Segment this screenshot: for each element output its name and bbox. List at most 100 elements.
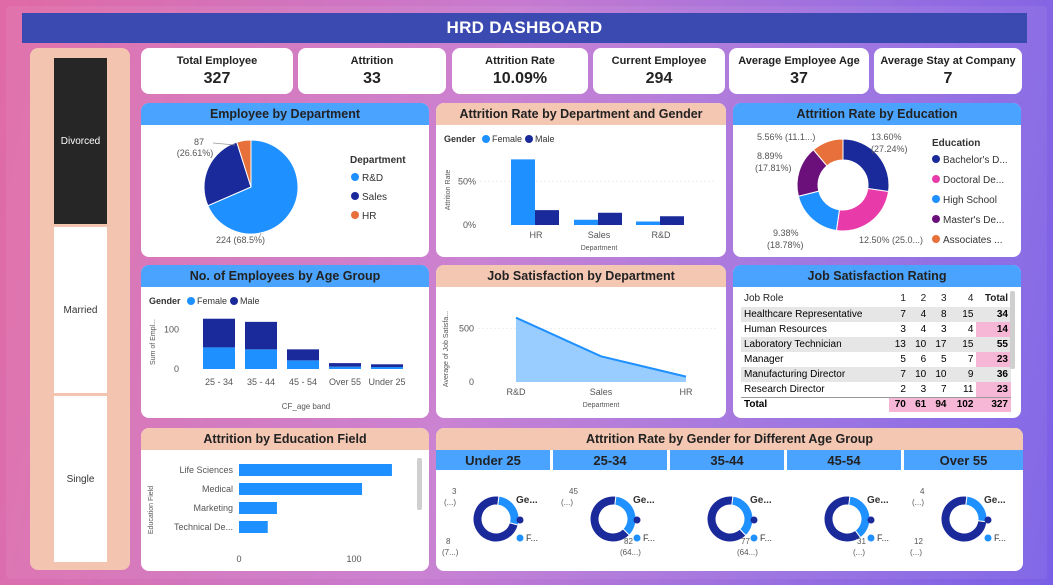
legend-title: Gender	[149, 296, 181, 306]
age-tab-35-44[interactable]: 35-44	[670, 450, 784, 470]
card-employee-by-department[interactable]: Employee by Department 87 (26.61%) 224 (68…	[141, 103, 429, 257]
bar-male-1	[245, 321, 277, 350]
bar-male-2	[287, 349, 319, 361]
y-tick-label: 500	[459, 323, 474, 333]
legend-title: Ge...	[516, 495, 538, 506]
data-label: 31	[857, 537, 866, 546]
y-tick-label: Technical De...	[174, 522, 233, 532]
data-label: 77	[741, 537, 750, 546]
x-tick-label: R&D	[506, 387, 526, 397]
kpi-label: Average Employee Age	[738, 54, 860, 67]
bar-3	[239, 521, 268, 533]
cell: 102	[949, 396, 977, 412]
kpi-average-employee-age: Average Employee Age 37	[729, 48, 869, 94]
x-tick-label: HR	[530, 230, 543, 240]
bar-female-0	[203, 347, 235, 369]
column-header[interactable]: 2	[920, 292, 927, 304]
dashboard-title: HRD DASHBOARD	[22, 13, 1027, 43]
legend-dot	[351, 173, 359, 181]
data-label: (...)	[444, 498, 456, 507]
card-attrition-by-education[interactable]: Attrition Rate by Education 5.56% (11.1.…	[733, 103, 1021, 257]
card-attrition-dept-gender[interactable]: Attrition Rate by Department and Gender …	[436, 103, 726, 257]
job-satisfaction-table: Job Role 1 2 3 4 Total Healthcare Repres…	[741, 289, 1011, 412]
x-tick-label: R&D	[651, 230, 671, 240]
age-tab-over-55[interactable]: Over 55	[904, 450, 1023, 470]
y-tick-label: 100	[164, 325, 179, 335]
kpi-value: 10.09%	[492, 69, 548, 87]
bar-male-hr	[535, 210, 559, 225]
bar-0	[239, 464, 392, 476]
cell: 5	[900, 354, 906, 365]
legend-title: Department	[350, 155, 406, 166]
chart-scrollbar[interactable]	[417, 458, 422, 510]
bar-male-3	[329, 363, 361, 367]
kpi-total-employee: Total Employee 327	[141, 48, 293, 94]
legend-dot	[932, 175, 940, 183]
kpi-value: 7	[943, 69, 953, 87]
x-tick-label: Over 55	[329, 377, 361, 387]
column-header[interactable]: 3	[940, 292, 947, 304]
area-line	[515, 316, 687, 378]
legend-label: Doctoral De...	[943, 175, 1004, 186]
card-job-satisfaction-rating[interactable]: Job Satisfaction Rating Job Role 1 2 3 4…	[733, 265, 1021, 418]
cell: Human Resources	[744, 324, 827, 335]
donut-male-2	[706, 495, 747, 543]
cell: Healthcare Representative	[741, 307, 889, 322]
cell-total: 23	[976, 382, 1011, 397]
card-title: Attrition Rate by Education	[733, 103, 1021, 125]
column-header[interactable]: 1	[900, 292, 906, 304]
data-label: 12.50% (25.0...)	[859, 235, 923, 245]
legend-dot-female	[187, 297, 195, 305]
data-label: (64...)	[620, 548, 641, 557]
donut-male-4	[940, 495, 988, 543]
slicer-item-married[interactable]: Married	[54, 227, 107, 393]
legend-label: Associates ...	[943, 235, 1002, 246]
age-tab-25-34[interactable]: 25-34	[553, 450, 667, 470]
table-row: Manager 5 6 5 7 23	[741, 352, 1011, 367]
legend-dot	[932, 155, 940, 163]
area-fill	[516, 317, 686, 382]
bar-female-sales	[574, 219, 598, 225]
card-title: Employee by Department	[141, 103, 429, 125]
card-title: Job Satisfaction by Department	[436, 265, 726, 287]
age-tab-45-54[interactable]: 45-54	[787, 450, 901, 470]
card-attrition-gender-age-group[interactable]: Attrition Rate by Gender for Different A…	[436, 428, 1023, 571]
age-tab-under-25[interactable]: Under 25	[436, 450, 550, 470]
x-tick-label: 45 - 54	[289, 377, 317, 387]
data-label: (7...)	[442, 548, 459, 557]
column-header[interactable]: 4	[967, 292, 974, 304]
x-tick-label: Sales	[590, 387, 613, 397]
card-job-satisfaction-dept[interactable]: Job Satisfaction by Department 500 0 Avera…	[436, 265, 726, 418]
y-tick-label: 0	[174, 364, 179, 374]
column-header[interactable]: Job Role	[744, 292, 784, 304]
legend-label: R&D	[362, 173, 383, 184]
card-attrition-by-education-field[interactable]: Attrition by Education Field Education F…	[141, 428, 429, 571]
cell: 15	[949, 337, 977, 352]
data-label: (26.61%)	[177, 148, 214, 158]
card-employees-by-age-group[interactable]: No. of Employees by Age Group Gender Fema…	[141, 265, 429, 418]
cell: 7	[940, 383, 947, 395]
card-title: No. of Employees by Age Group	[141, 265, 429, 287]
table-header-row: Job Role 1 2 3 4 Total	[741, 289, 1011, 307]
attrition-by-education-chart: 5.56% (11.1...) 13.60% (27.24%) 8.89% (17.81…	[755, 132, 1008, 250]
legend-title: Ge...	[750, 495, 772, 506]
slicer-item-divorced[interactable]: Divorced	[54, 58, 107, 224]
cell: 10	[908, 337, 930, 352]
legend-dot	[351, 192, 359, 200]
cell: 7	[967, 354, 974, 365]
y-axis-label: Average of Job Satisfa...	[443, 311, 450, 387]
kpi-value: 33	[363, 69, 381, 87]
y-axis-label: Education Field	[148, 486, 155, 534]
data-label: 45	[569, 487, 578, 496]
cell: 7	[888, 307, 909, 322]
bar-female-4	[371, 367, 403, 369]
data-label: (...)	[561, 498, 573, 507]
x-tick-label: HR	[680, 387, 693, 397]
column-header[interactable]: Total	[984, 292, 1008, 304]
slicer-item-single[interactable]: Single	[54, 396, 107, 562]
x-tick-label: 35 - 44	[247, 377, 275, 387]
table-scrollbar[interactable]	[1010, 291, 1015, 369]
table-row: Healthcare Representative 7 4 8 15 34	[741, 307, 1011, 322]
kpi-label: Attrition	[350, 54, 394, 67]
x-tick-label: 25 - 34	[205, 377, 233, 387]
